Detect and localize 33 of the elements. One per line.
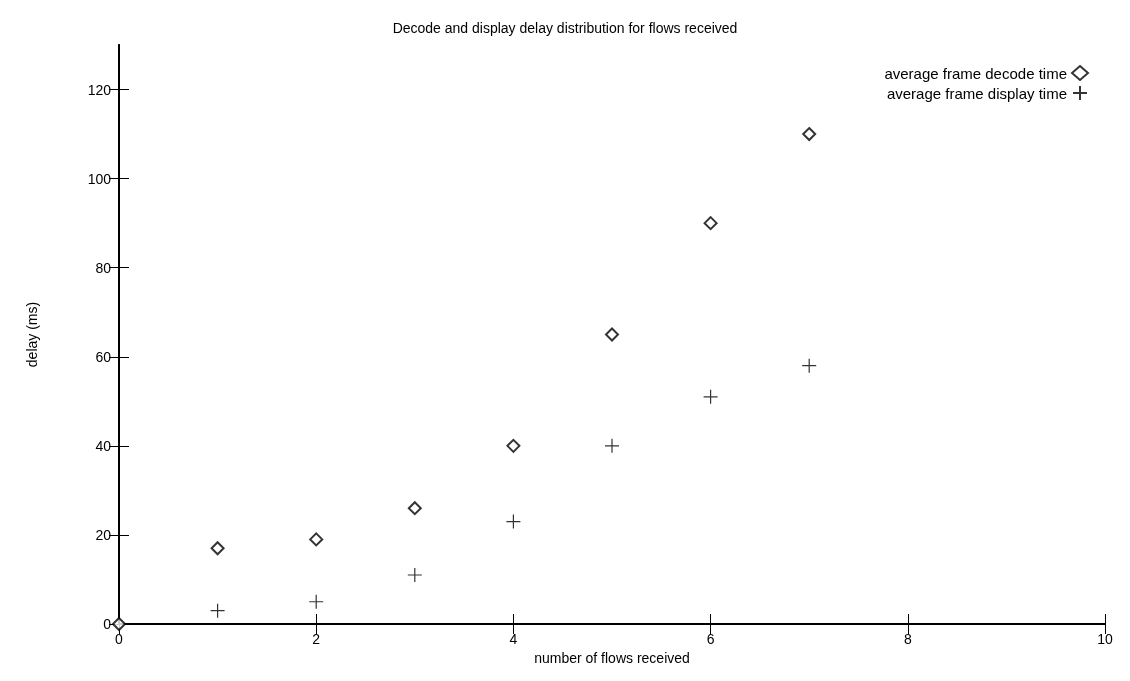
point: [801, 358, 817, 374]
x-axis-title: number of flows received: [534, 649, 690, 666]
point: [210, 541, 225, 556]
x-tick-label: 10: [1097, 631, 1113, 647]
point: [112, 617, 126, 631]
point: [309, 532, 324, 547]
point: [505, 513, 521, 530]
point: [703, 389, 719, 405]
point: [604, 438, 620, 454]
y-tick-label: 40: [95, 437, 112, 454]
y-tick-label: 120: [87, 81, 112, 98]
legend-label: average frame display time: [886, 84, 1067, 102]
legend-label: average frame decode time: [884, 64, 1067, 82]
point: [407, 567, 423, 583]
y-axis-title: delay (ms): [24, 301, 40, 368]
x-tick-label: 6: [706, 631, 715, 647]
y-tick-label: 0: [103, 616, 112, 632]
x-tick-label: 8: [903, 631, 912, 647]
x-tick-label: 0: [115, 631, 124, 647]
point: [802, 127, 817, 142]
chart-title: Decode and display delay distribution for flows received: [392, 20, 738, 36]
point: [605, 327, 619, 342]
x-tick-label: 4: [509, 631, 518, 647]
y-tick-label: 80: [95, 259, 112, 276]
y-tick-label: 60: [95, 348, 112, 365]
x-tick-label: 2: [312, 631, 321, 647]
point: [506, 438, 521, 453]
y-tick-label: 100: [87, 170, 112, 187]
point: [308, 594, 324, 610]
point: [210, 603, 226, 619]
point: [407, 501, 422, 516]
point: [703, 216, 718, 231]
y-tick-label: 20: [95, 526, 112, 543]
